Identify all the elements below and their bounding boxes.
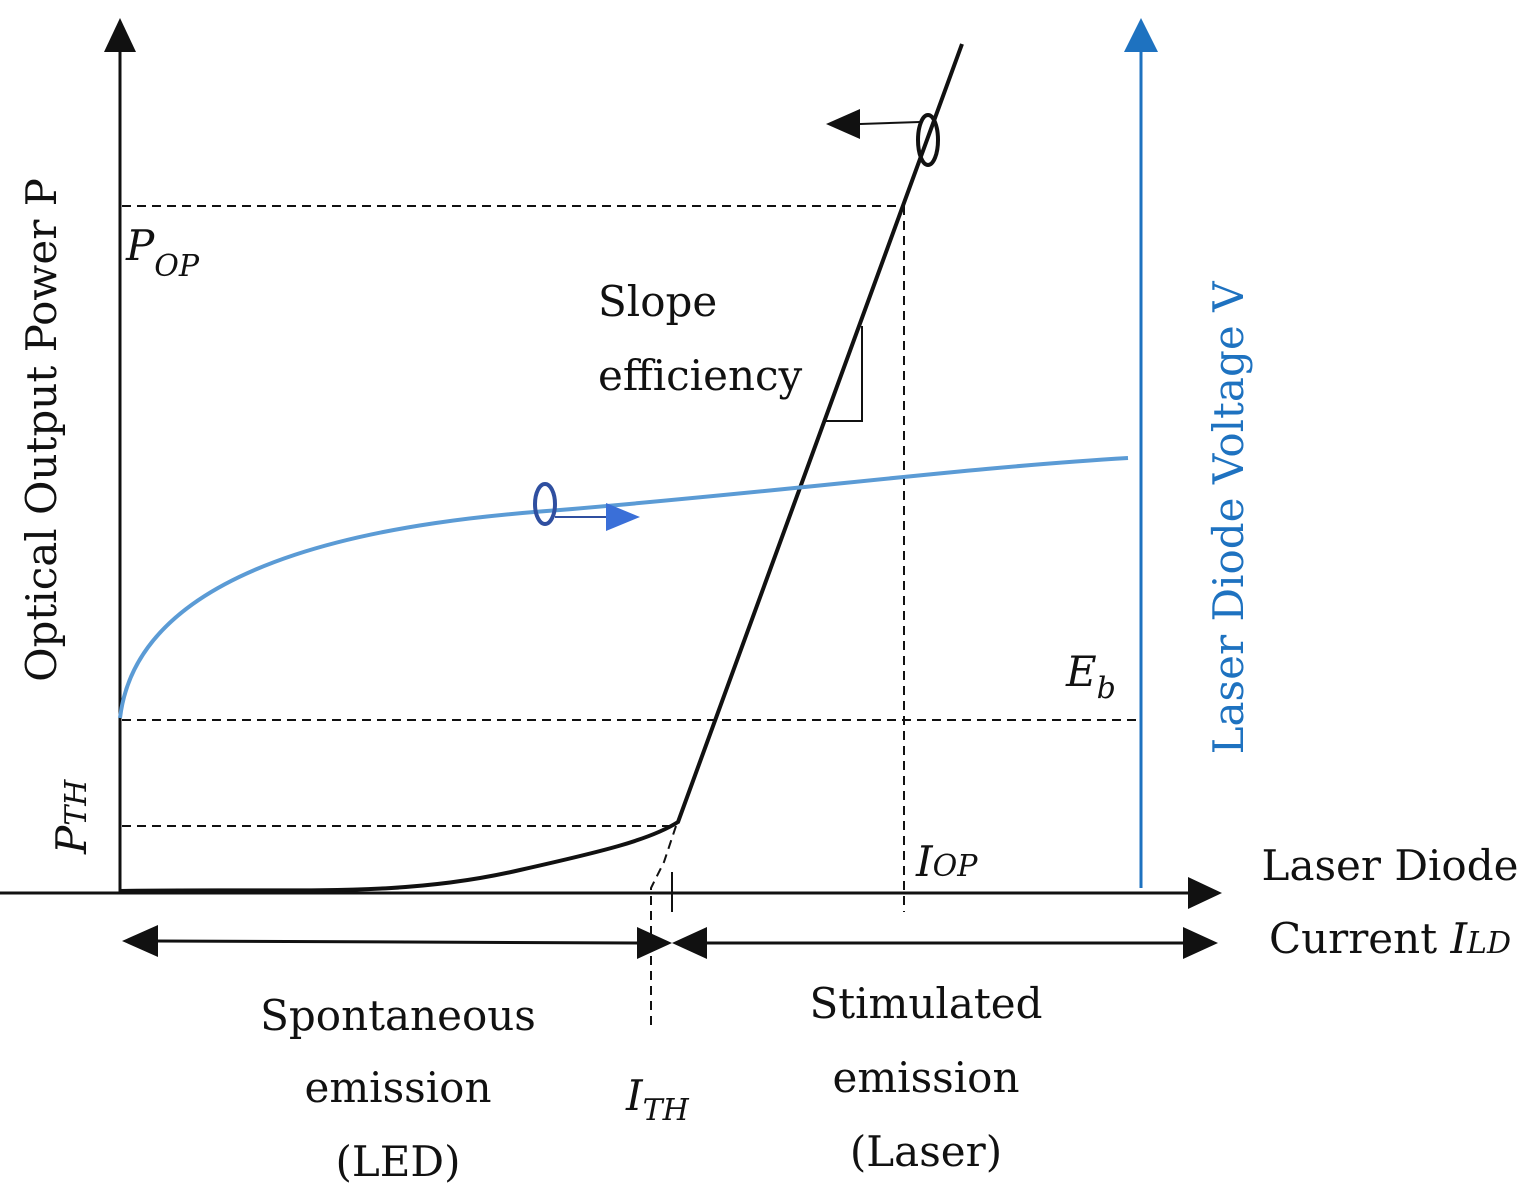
slope-efficiency-label-line2: efficiency <box>598 351 803 400</box>
power-curve-marker-arrowhead <box>826 109 860 139</box>
e-b-label: Eb <box>1065 647 1116 706</box>
y-axis-voltage-arrowhead <box>1124 18 1158 52</box>
spontaneous-emission-label-line2: emission <box>305 1063 492 1112</box>
x-axis-title-line2: Current ILD <box>1269 914 1511 963</box>
p-th-label: PTH <box>47 779 96 855</box>
stimulated-emission-label-line3: (Laser) <box>850 1127 1002 1176</box>
optical-power-curve <box>119 43 964 893</box>
stimulated-emission-label-line1: Stimulated <box>809 979 1042 1028</box>
voltage-curve <box>118 456 1129 719</box>
x-axis-arrowhead <box>1188 877 1222 909</box>
spontaneous-region-arrow-line <box>155 939 643 945</box>
spontaneous-emission-label-line3: (LED) <box>336 1137 461 1186</box>
slope-efficiency-label-line1: Slope <box>598 277 717 326</box>
power-curve-marker-ellipse <box>916 113 940 167</box>
y-axis-voltage-title: Laser Diode Voltage V <box>1204 281 1253 754</box>
threshold-extrapolation-dashed-line <box>650 825 677 1028</box>
x-axis-title-line1: Laser Diode <box>1262 841 1519 890</box>
stimulated-region-arrowhead-left <box>672 927 707 959</box>
p-op-label: POP <box>125 221 200 284</box>
stimulated-emission-label-line2: emission <box>833 1053 1020 1102</box>
power-curve-marker-arrow-line <box>859 121 921 125</box>
y-axis-power-title: Optical Output Power P <box>17 178 66 682</box>
slope-efficiency-triangle <box>826 326 863 422</box>
spontaneous-region-arrowhead-left <box>122 925 158 957</box>
voltage-curve-marker-arrowhead <box>606 503 640 531</box>
i-th-label: ITH <box>625 1071 690 1128</box>
i-op-label: IOP <box>915 837 978 886</box>
voltage-curve-marker-ellipse <box>533 482 557 526</box>
spontaneous-region-arrowhead-right <box>637 927 672 959</box>
y-axis-power-arrowhead <box>104 18 136 52</box>
stimulated-region-arrowhead-right <box>1183 927 1218 959</box>
spontaneous-emission-label-line1: Spontaneous <box>260 991 536 1040</box>
